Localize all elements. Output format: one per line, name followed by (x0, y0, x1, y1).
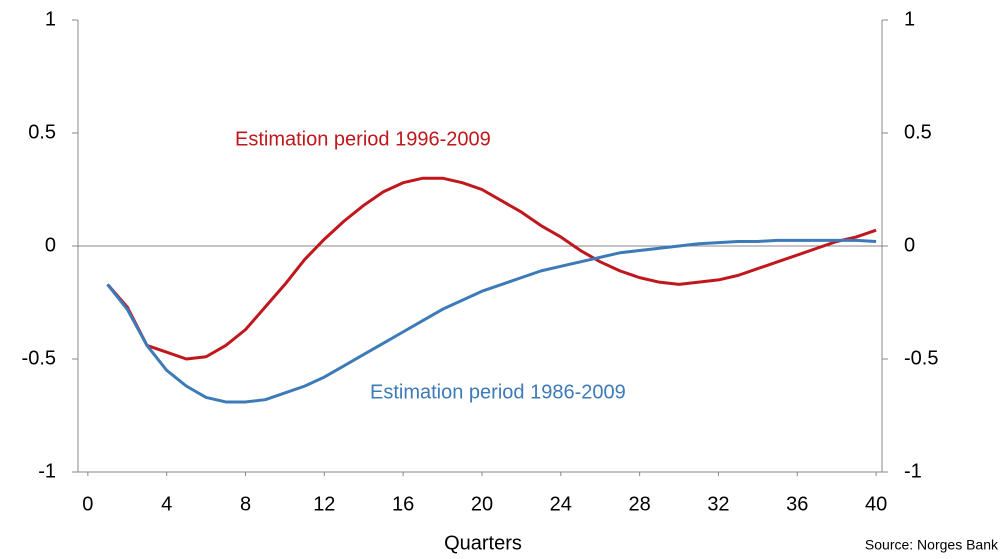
series-label: Estimation period 1986-2009 (370, 381, 626, 403)
series-line (106, 176, 877, 361)
y-tick-label: -0.5 (22, 347, 56, 369)
x-tick-label: 8 (240, 493, 251, 515)
y-tick-label: -1 (38, 460, 56, 482)
x-tick-label: 0 (82, 493, 93, 515)
x-tick-label: 36 (786, 493, 808, 515)
y2-tick-label: -0.5 (904, 347, 938, 369)
x-tick-label: 24 (550, 493, 572, 515)
y2-tick-label: 0.5 (904, 121, 932, 143)
x-tick-label: 28 (628, 493, 650, 515)
x-tick-label: 20 (471, 493, 493, 515)
x-tick-label: 40 (865, 493, 887, 515)
y-tick-label: 1 (45, 8, 56, 30)
source-note: Source: Norges Bank (865, 537, 999, 553)
y2-tick-label: 0 (904, 234, 915, 256)
y2-tick-label: -1 (904, 460, 922, 482)
x-tick-label: 16 (392, 493, 414, 515)
y-tick-label: 0.5 (28, 121, 56, 143)
x-tick-label: 12 (313, 493, 335, 515)
x-tick-label: 4 (161, 493, 172, 515)
series-label: Estimation period 1996-2009 (235, 128, 491, 150)
y-tick-label: 0 (45, 234, 56, 256)
y2-tick-label: 1 (904, 8, 915, 30)
x-tick-label: 32 (707, 493, 729, 515)
series-line (106, 238, 877, 404)
x-axis-label: Quarters (444, 532, 522, 554)
